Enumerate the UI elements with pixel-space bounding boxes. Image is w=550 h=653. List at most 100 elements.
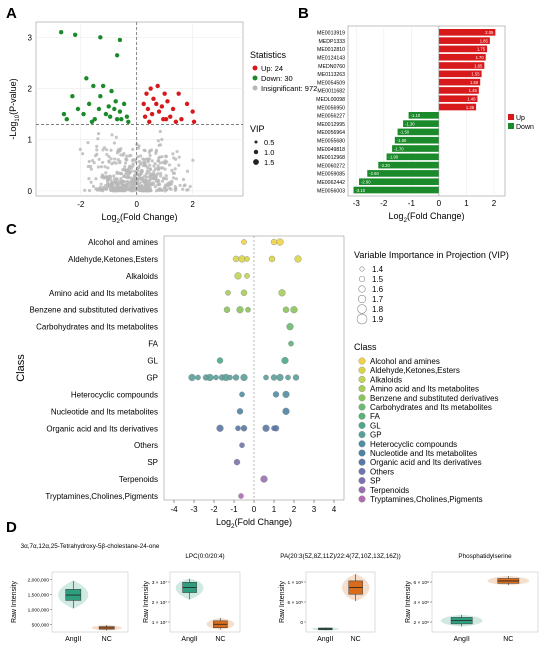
up-point <box>145 106 151 112</box>
category-label: ME0054509 <box>317 80 345 86</box>
boxplot-ytick-label: 2 × 10⁶ <box>414 620 429 626</box>
insignificant-point <box>99 165 103 169</box>
up-point <box>147 119 152 124</box>
insignificant-point <box>178 183 182 187</box>
x-tick-label-a: 0 <box>134 200 139 209</box>
class-point <box>240 289 248 296</box>
panel-letter-b: B <box>298 5 309 22</box>
vip-legend-marker <box>358 285 366 293</box>
class-legend-label: Alkaloids <box>370 375 402 384</box>
legend-title-vip: VIP <box>250 124 265 134</box>
insignificant-point <box>110 133 114 137</box>
plot-area-a <box>35 21 244 197</box>
up-point <box>148 86 153 91</box>
class-point <box>240 373 248 382</box>
insignificant-point <box>163 189 167 193</box>
class-legend-label: Nucleotide and Its metabolites <box>370 449 477 458</box>
boxplot-title: PA(20:3(5Z,8Z,11Z)/22:4(7Z,10Z,13Z,16Z)) <box>280 553 401 560</box>
bar-value-label: 1.35 <box>466 105 475 110</box>
category-label: ME0113263 <box>317 72 345 78</box>
boxplot-ytick-label: 2,000,000 <box>28 578 50 584</box>
insignificant-point <box>131 162 135 166</box>
boxplot-ytick-label: 1 × 10⁷ <box>152 620 167 626</box>
boxplot-title: 3α,7α,12α,25-Tetrahydroxy-5β-cholestane-… <box>21 543 160 550</box>
insignificant-point <box>171 176 176 180</box>
boxplot-ytick-label: 3 × 10⁷ <box>152 580 167 586</box>
boxplot-ytick-label: 1,500,000 <box>28 593 50 599</box>
class-point <box>282 390 290 399</box>
bar-value-label: -1.50 <box>400 130 410 135</box>
bar-value-label: 1.75 <box>477 47 486 52</box>
x-tick-label-c: 0 <box>252 505 257 514</box>
panel-letter-a: A <box>6 5 17 22</box>
insignificant-point <box>106 166 110 170</box>
group-label: AngII <box>317 636 333 643</box>
insignificant-point <box>143 182 147 186</box>
insignificant-point <box>146 183 150 187</box>
class-point <box>241 239 247 245</box>
class-label: GP <box>146 373 158 382</box>
x-tick-label-b: -3 <box>353 199 361 208</box>
category-label: ME0059085 <box>317 172 345 178</box>
bar <box>403 120 439 127</box>
insignificant-point <box>159 174 163 178</box>
boxplot-area <box>305 571 376 633</box>
insignificant-point <box>131 147 135 151</box>
insignificant-point <box>130 158 134 163</box>
insignificant-point <box>173 187 177 191</box>
insignificant-point <box>188 184 192 189</box>
class-point <box>272 425 280 432</box>
insignificant-point <box>166 181 171 185</box>
insignificant-point <box>118 149 122 153</box>
insignificant-point <box>157 182 162 187</box>
insignificant-point <box>121 168 125 172</box>
vip-size-marker <box>253 159 259 165</box>
down-point <box>121 101 127 107</box>
legend-marker-a <box>252 85 258 91</box>
insignificant-point <box>89 180 93 184</box>
class-point <box>276 373 284 382</box>
insignificant-point <box>125 154 129 158</box>
insignificant-point <box>154 175 158 179</box>
insignificant-point <box>153 161 157 166</box>
up-point <box>176 91 181 96</box>
insignificant-point <box>150 159 154 163</box>
insignificant-point <box>112 141 116 145</box>
insignificant-point <box>136 146 141 150</box>
insignificant-point <box>87 177 91 181</box>
boxplot-title: LPC(0:0/20:4) <box>185 553 224 560</box>
down-point <box>61 111 67 117</box>
bar <box>386 153 439 161</box>
category-label: ME0060272 <box>317 163 345 169</box>
x-axis-label-b: Log2(Fold Change) <box>388 211 464 224</box>
vip-size-marker <box>253 149 259 155</box>
x-tick-label-c: -3 <box>190 505 198 514</box>
insignificant-point <box>158 171 163 176</box>
class-point <box>282 407 290 415</box>
insignificant-point <box>151 176 155 180</box>
insignificant-point <box>138 181 142 185</box>
class-label: Heterocyclic compounds <box>71 390 158 399</box>
vip-legend-label: 1.7 <box>372 295 384 304</box>
panel-d-boxplots: 3α,7α,12α,25-Tetrahydroxy-5β-cholestane-… <box>11 543 539 643</box>
class-label: Alkaloids <box>126 272 158 281</box>
insignificant-point <box>107 155 111 159</box>
insignificant-point <box>124 172 128 176</box>
class-point <box>282 306 290 313</box>
class-point <box>281 356 289 365</box>
x-tick-label-b: -1 <box>408 199 416 208</box>
down-point <box>100 83 106 89</box>
bar-value-label: -1.90 <box>389 155 399 160</box>
bar <box>438 45 488 53</box>
class-point <box>278 289 286 297</box>
category-label: ME0012995 <box>317 122 345 128</box>
vip-legend-label: 1.5 <box>372 275 384 284</box>
class-point <box>272 391 280 398</box>
bar <box>438 37 490 44</box>
x-tick-label-b: 2 <box>492 199 497 208</box>
class-legend-label: Aldehyde,Ketones,Esters <box>370 366 460 375</box>
insignificant-point <box>163 167 167 171</box>
category-label: ME0012968 <box>317 155 345 161</box>
class-point <box>206 373 214 382</box>
